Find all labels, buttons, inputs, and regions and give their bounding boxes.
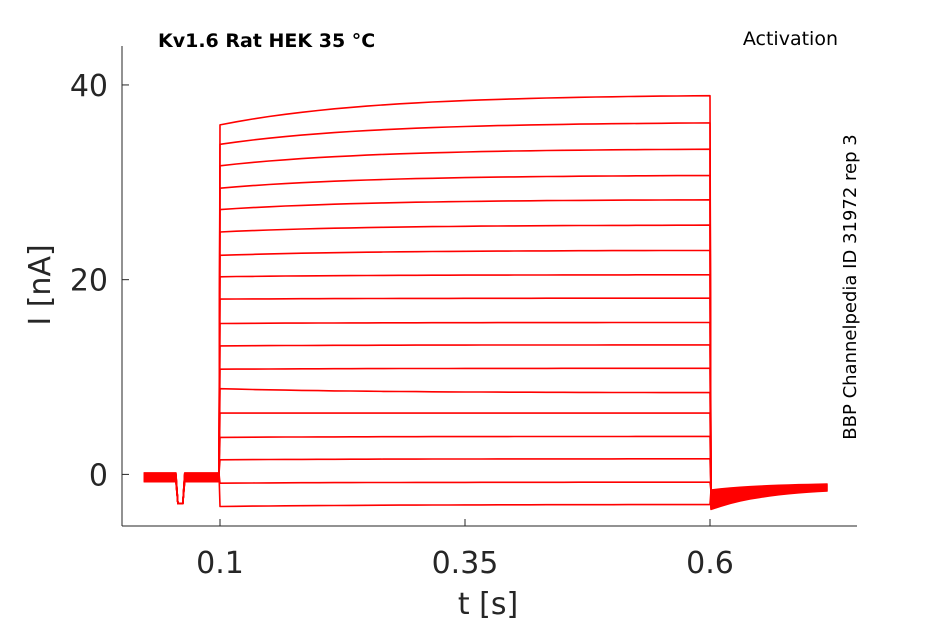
current-trace [143,297,828,505]
x-tick-label: 0.6 [686,546,734,581]
y-tick-label: 20 [70,264,108,299]
current-trace [143,224,828,505]
chart-subtitle: Activation [743,28,838,50]
current-trace [143,174,828,507]
current-trace [143,249,828,505]
current-trace [143,94,828,511]
current-trace [143,122,828,510]
source-label: BBP Channelpedia ID 31972 rep 3 [840,134,861,439]
x-tick-label: 0.35 [432,546,499,581]
chart-title: Kv1.6 Rat HEK 35 °C [158,30,375,52]
trace-group [143,94,828,511]
x-axis-label: t [s] [458,587,518,622]
y-tick-label: 0 [89,458,108,493]
current-trace [143,148,828,508]
x-tick-label: 0.1 [196,546,244,581]
y-tick-label: 40 [70,69,108,104]
tick-group: 0.1 0.35 0.6 0 20 40 [70,69,734,581]
current-trace [143,387,828,505]
y-axis-label: I [nA] [23,244,58,325]
